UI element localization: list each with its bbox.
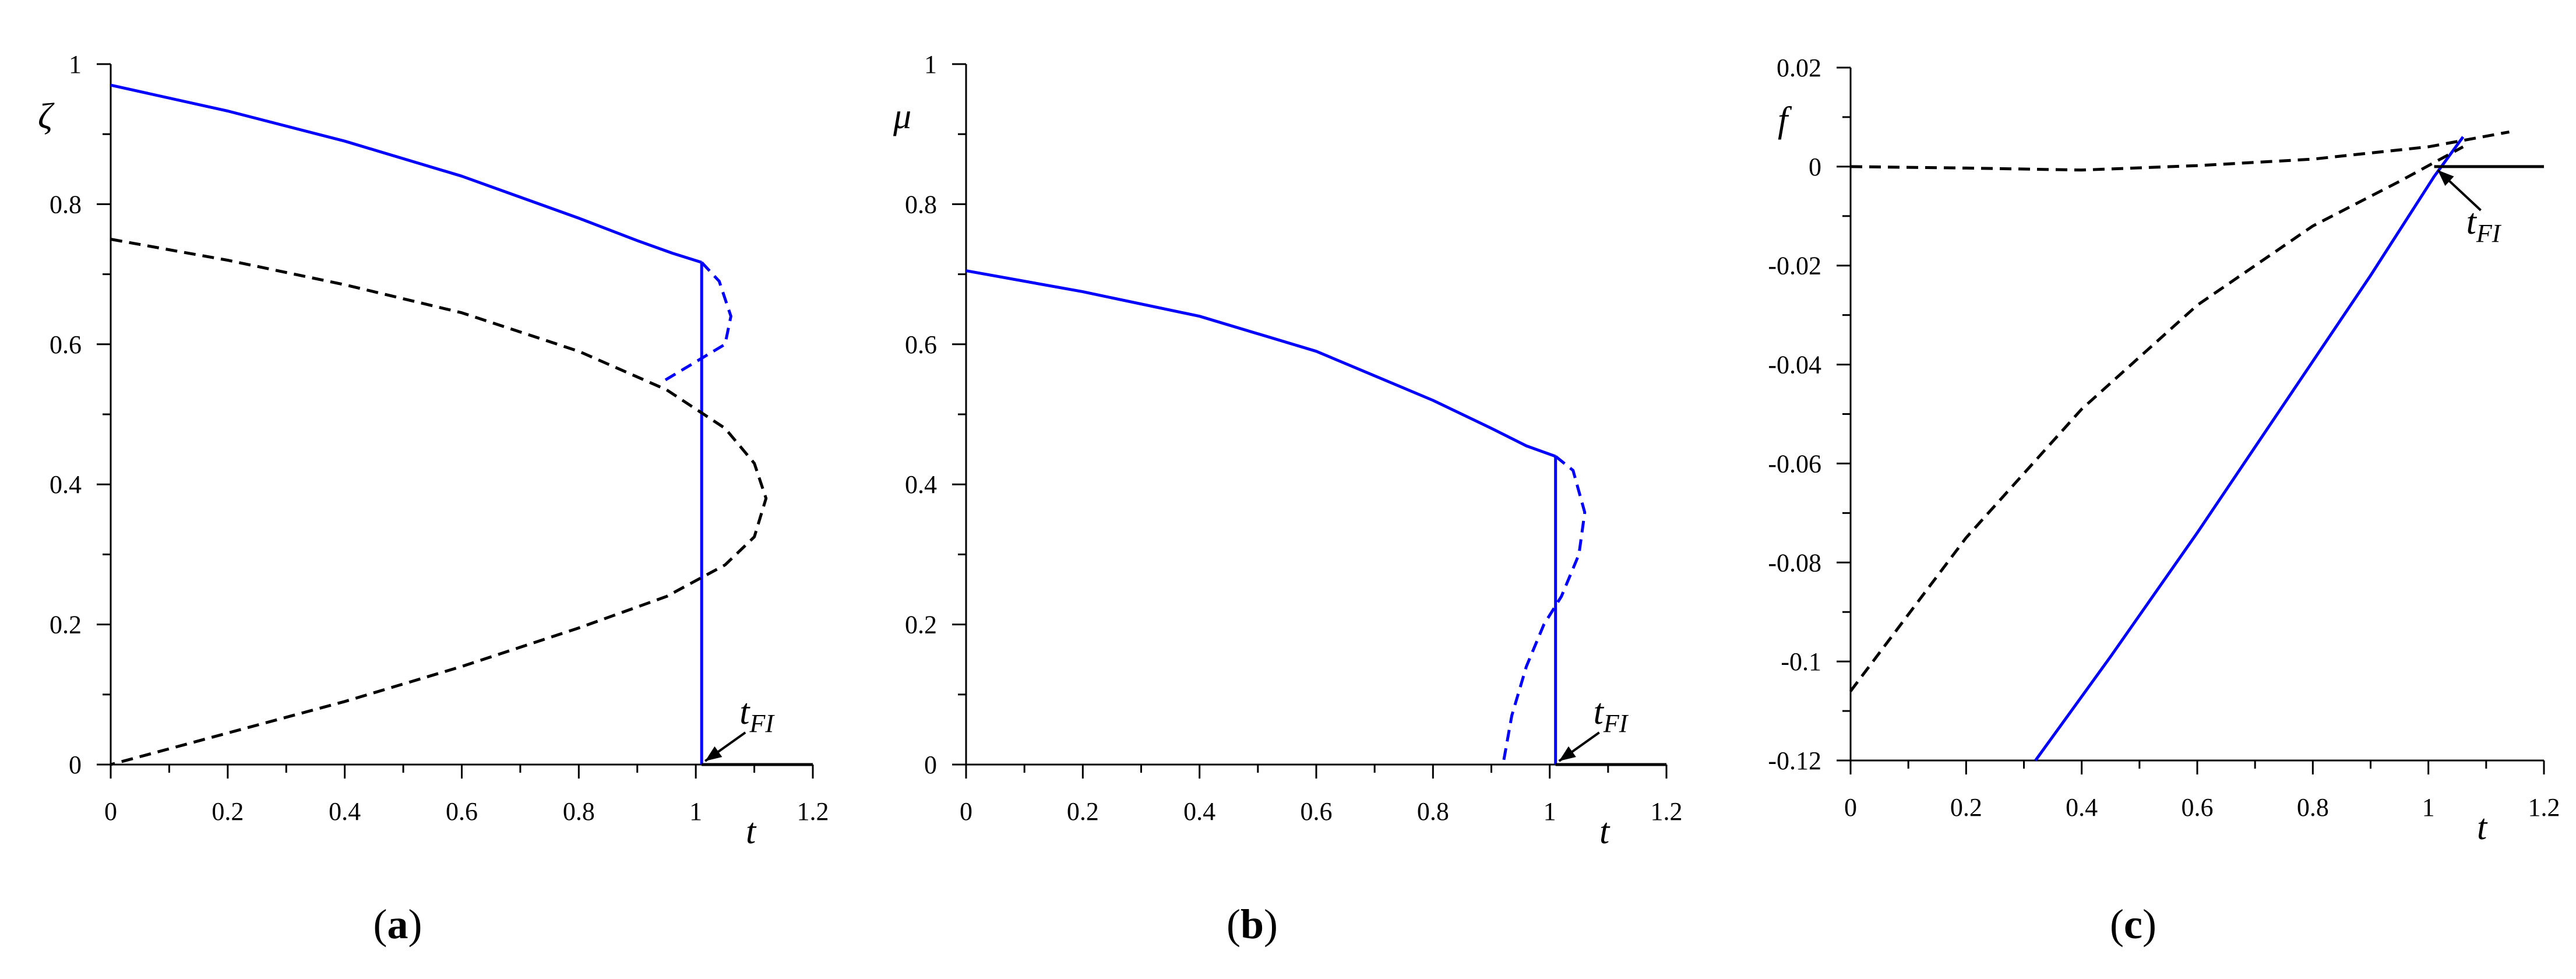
x-tick-label: 1.2	[797, 797, 829, 826]
y-axis-label: μ	[893, 97, 911, 136]
annotation-t-fi: tFI	[739, 692, 775, 738]
dashed-blue-series-line	[660, 261, 732, 385]
x-tick-label: 0.6	[1301, 797, 1333, 826]
y-tick-label: 0.6	[50, 330, 82, 359]
dashed-black-series-line	[1850, 130, 2510, 172]
x-tick-label: 1	[1544, 797, 1556, 826]
y-tick-label: 0.6	[905, 330, 937, 359]
dashed-black-series-line	[1849, 145, 2464, 692]
solid-blue-series-line	[2034, 136, 2465, 762]
panel-label: (a)	[373, 901, 422, 948]
x-tick-label: 1	[689, 797, 702, 826]
annotation-arrowhead	[2437, 170, 2454, 186]
dashed-blue-series-line	[1502, 455, 1587, 765]
x-axis-label: t	[2477, 808, 2488, 847]
y-tick-label: 1	[69, 50, 82, 79]
x-tick-label: 0	[104, 797, 117, 826]
x-tick-label: 1	[2422, 793, 2435, 822]
x-tick-label: 0.8	[563, 797, 595, 826]
x-tick-label: 0.8	[2297, 793, 2329, 822]
x-tick-label: 0.4	[1183, 797, 1215, 826]
x-tick-label: 1.2	[1651, 797, 1683, 826]
annotation-arrowhead	[705, 746, 723, 761]
y-tick-label: -0.04	[1768, 351, 1821, 379]
annotation-t-fi: tFI	[1594, 692, 1629, 738]
solid-blue-series-line	[110, 83, 702, 264]
dashed-black-series-line	[110, 238, 768, 766]
panel-label: (c)	[2110, 901, 2156, 948]
solid-blue-series-line	[965, 269, 1556, 458]
y-tick-label: 0.4	[905, 470, 937, 499]
x-tick-label: 0.2	[1067, 797, 1099, 826]
y-tick-label: 0	[1809, 153, 1821, 181]
y-axis-label: ζ	[38, 97, 55, 136]
x-tick-label: 1.2	[2528, 793, 2560, 822]
x-tick-label: 0.4	[2066, 793, 2098, 822]
x-tick-label: 0.8	[1417, 797, 1449, 826]
y-tick-label: 0.8	[905, 190, 937, 219]
annotation-arrowhead	[1559, 746, 1576, 761]
x-tick-label: 0.2	[1950, 793, 1982, 822]
y-tick-label: -0.02	[1768, 252, 1821, 280]
y-tick-label: 0.2	[905, 611, 937, 639]
y-tick-label: 1	[924, 50, 937, 79]
x-tick-label: 0.6	[446, 797, 478, 826]
annotation-t-fi: tFI	[2466, 202, 2502, 248]
y-tick-label: -0.06	[1768, 449, 1821, 478]
panel-label: (b)	[1227, 901, 1278, 948]
y-tick-label: 0.8	[50, 190, 82, 219]
panel-c-plot: 0 0.2 0.4 0.6 0.8 1 1.2 -0.12 -0.1 -0.08 -0.06 -0.0…	[1768, 54, 2560, 948]
y-tick-label: 0	[924, 751, 937, 779]
y-tick-label: -0.08	[1768, 548, 1821, 577]
y-tick-label: 0.02	[1777, 54, 1821, 82]
x-tick-label: 0.6	[2182, 793, 2214, 822]
y-tick-label: -0.1	[1781, 647, 1821, 676]
y-tick-label: 0	[69, 751, 82, 779]
x-axis-label: t	[746, 812, 757, 851]
x-axis-label: t	[1599, 812, 1611, 851]
x-tick-label: 0.4	[329, 797, 361, 826]
x-tick-label: 0	[1844, 793, 1857, 822]
x-tick-label: 0	[960, 797, 972, 826]
y-tick-label: -0.12	[1768, 746, 1821, 775]
x-tick-label: 0.2	[212, 797, 244, 826]
y-tick-label: 0.4	[50, 470, 82, 499]
y-tick-label: 0.2	[50, 611, 82, 639]
y-axis-label: f	[1778, 100, 1792, 140]
